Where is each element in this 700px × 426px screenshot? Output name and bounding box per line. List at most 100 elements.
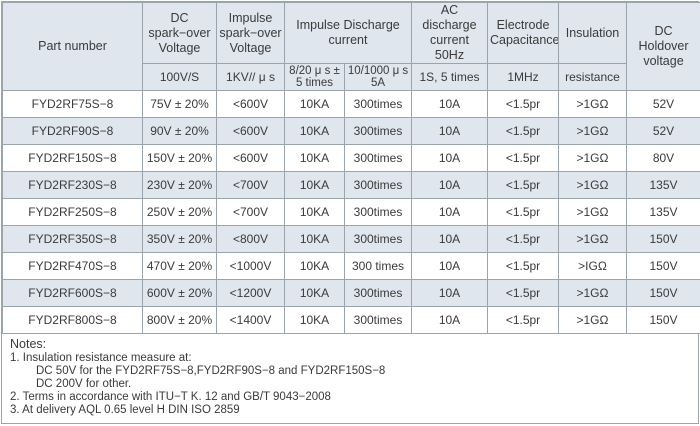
cell-holdover: 52V (627, 118, 700, 145)
cell-holdover: 135V (627, 199, 700, 226)
cell-impulse-8-20: 10KA (285, 118, 345, 145)
cell-part-number: FYD2RF90S−8 (3, 118, 143, 145)
cell-impulse-10-1000: 300times (345, 199, 412, 226)
cell-insulation: >1GΩ (559, 91, 627, 118)
cell-dc-spark: 75V ± 20% (143, 91, 217, 118)
table-row: FYD2RF350S−8 350V ± 20% <800V 10KA 300ti… (3, 226, 700, 253)
cell-capacitance: <1.5pr (488, 118, 559, 145)
cell-impulse-10-1000: 300times (345, 91, 412, 118)
notes-title: Notes: (10, 338, 690, 351)
header-dc-holdover: DC Holdover voltage (627, 3, 700, 91)
cell-insulation: >1GΩ (559, 226, 627, 253)
note-1-detail-b: DC 200V for other. (10, 378, 690, 391)
cell-ac-discharge: 10A (412, 118, 488, 145)
cell-capacitance: <1.5pr (488, 145, 559, 172)
table-row: FYD2RF90S−8 90V ± 20% <600V 10KA 300time… (3, 118, 700, 145)
cell-impulse-10-1000: 300times (345, 307, 412, 334)
cell-dc-spark: 470V ± 20% (143, 253, 217, 280)
cell-holdover: 80V (627, 145, 700, 172)
table-row: FYD2RF800S−8 800V ± 20% <1400V 10KA 300t… (3, 307, 700, 334)
cell-part-number: FYD2RF470S−8 (3, 253, 143, 280)
cell-holdover: 150V (627, 280, 700, 307)
cell-holdover: 52V (627, 91, 700, 118)
cell-part-number: FYD2RF800S−8 (3, 307, 143, 334)
cell-impulse-spark: <600V (217, 145, 285, 172)
cell-impulse-spark: <600V (217, 91, 285, 118)
cell-insulation: >1GΩ (559, 145, 627, 172)
cell-impulse-spark: <1400V (217, 307, 285, 334)
cell-ac-discharge: 10A (412, 307, 488, 334)
cell-ac-discharge: 10A (412, 145, 488, 172)
cell-capacitance: <1.5pr (488, 172, 559, 199)
cell-dc-spark: 250V ± 20% (143, 199, 217, 226)
header-part-number: Part number (3, 3, 143, 91)
cell-insulation: >1GΩ (559, 307, 627, 334)
cell-dc-spark: 350V ± 20% (143, 226, 217, 253)
header-electrode-capacitance: Electrode Capacitance (488, 3, 559, 64)
cell-dc-spark: 230V ± 20% (143, 172, 217, 199)
cell-dc-spark: 800V ± 20% (143, 307, 217, 334)
subheader-insulation: resistance (559, 64, 627, 91)
header-impulse-discharge: Impulse Discharge current (285, 3, 412, 64)
table-row: FYD2RF150S−8 150V ± 20% <600V 10KA 300ti… (3, 145, 700, 172)
cell-part-number: FYD2RF250S−8 (3, 199, 143, 226)
cell-capacitance: <1.5pr (488, 199, 559, 226)
cell-holdover: 135V (627, 172, 700, 199)
spec-table: Part number DC spark−over Voltage Impuls… (2, 2, 700, 334)
cell-impulse-10-1000: 300 times (345, 253, 412, 280)
cell-impulse-8-20: 10KA (285, 226, 345, 253)
cell-insulation: >1GΩ (559, 280, 627, 307)
cell-part-number: FYD2RF75S−8 (3, 91, 143, 118)
cell-impulse-spark: <1200V (217, 280, 285, 307)
cell-impulse-8-20: 10KA (285, 307, 345, 334)
subheader-impulse-10-1000: 10/1000 μ s 5A (345, 64, 412, 91)
cell-holdover: 150V (627, 226, 700, 253)
subheader-electrode-capacitance: 1MHz (488, 64, 559, 91)
cell-impulse-spark: <1000V (217, 253, 285, 280)
table-row: FYD2RF600S−8 600V ± 20% <1200V 10KA 300t… (3, 280, 700, 307)
header-dc-spark: DC spark−over Voltage (143, 3, 217, 64)
cell-impulse-8-20: 10KA (285, 280, 345, 307)
cell-impulse-spark: <600V (217, 118, 285, 145)
cell-dc-spark: 150V ± 20% (143, 145, 217, 172)
note-3: 3. At delivery AQL 0.65 level H DIN ISO … (10, 404, 690, 417)
header-ac-discharge: AC discharge current 50Hz (412, 3, 488, 64)
cell-impulse-8-20: 10KA (285, 145, 345, 172)
cell-impulse-10-1000: 300times (345, 172, 412, 199)
cell-impulse-spark: <700V (217, 199, 285, 226)
header-impulse-spark: Impulse spark−over Voltage (217, 3, 285, 64)
cell-capacitance: <1.5pr (488, 253, 559, 280)
cell-impulse-10-1000: 300times (345, 118, 412, 145)
cell-impulse-spark: <800V (217, 226, 285, 253)
cell-impulse-8-20: 10KA (285, 199, 345, 226)
cell-ac-discharge: 10A (412, 253, 488, 280)
cell-impulse-10-1000: 300times (345, 145, 412, 172)
cell-impulse-10-1000: 300times (345, 280, 412, 307)
cell-ac-discharge: 10A (412, 91, 488, 118)
table-row: FYD2RF75S−8 75V ± 20% <600V 10KA 300time… (3, 91, 700, 118)
note-2: 2. Terms in accordance with ITU−T K. 12 … (10, 391, 690, 404)
cell-holdover: 150V (627, 253, 700, 280)
cell-ac-discharge: 10A (412, 226, 488, 253)
cell-insulation: >1GΩ (559, 172, 627, 199)
table-row: FYD2RF250S−8 250V ± 20% <700V 10KA 300ti… (3, 199, 700, 226)
cell-capacitance: <1.5pr (488, 307, 559, 334)
note-1: 1. Insulation resistance measure at: (10, 352, 690, 365)
cell-impulse-8-20: 10KA (285, 253, 345, 280)
cell-part-number: FYD2RF600S−8 (3, 280, 143, 307)
cell-part-number: FYD2RF350S−8 (3, 226, 143, 253)
cell-capacitance: <1.5pr (488, 280, 559, 307)
cell-insulation: >1GΩ (559, 118, 627, 145)
note-1-detail-a: DC 50V for the FYD2RF75S−8,FYD2RF90S−8 a… (10, 365, 690, 378)
subheader-impulse-spark: 1KV// μ s (217, 64, 285, 91)
subheader-impulse-8-20: 8/20 μ s ± 5 times (285, 64, 345, 91)
cell-part-number: FYD2RF230S−8 (3, 172, 143, 199)
cell-dc-spark: 600V ± 20% (143, 280, 217, 307)
cell-ac-discharge: 10A (412, 199, 488, 226)
cell-ac-discharge: 10A (412, 172, 488, 199)
cell-impulse-8-20: 10KA (285, 91, 345, 118)
cell-insulation: >IGΩ (559, 253, 627, 280)
table-row: FYD2RF470S−8 470V ± 20% <1000V 10KA 300 … (3, 253, 700, 280)
cell-ac-discharge: 10A (412, 280, 488, 307)
